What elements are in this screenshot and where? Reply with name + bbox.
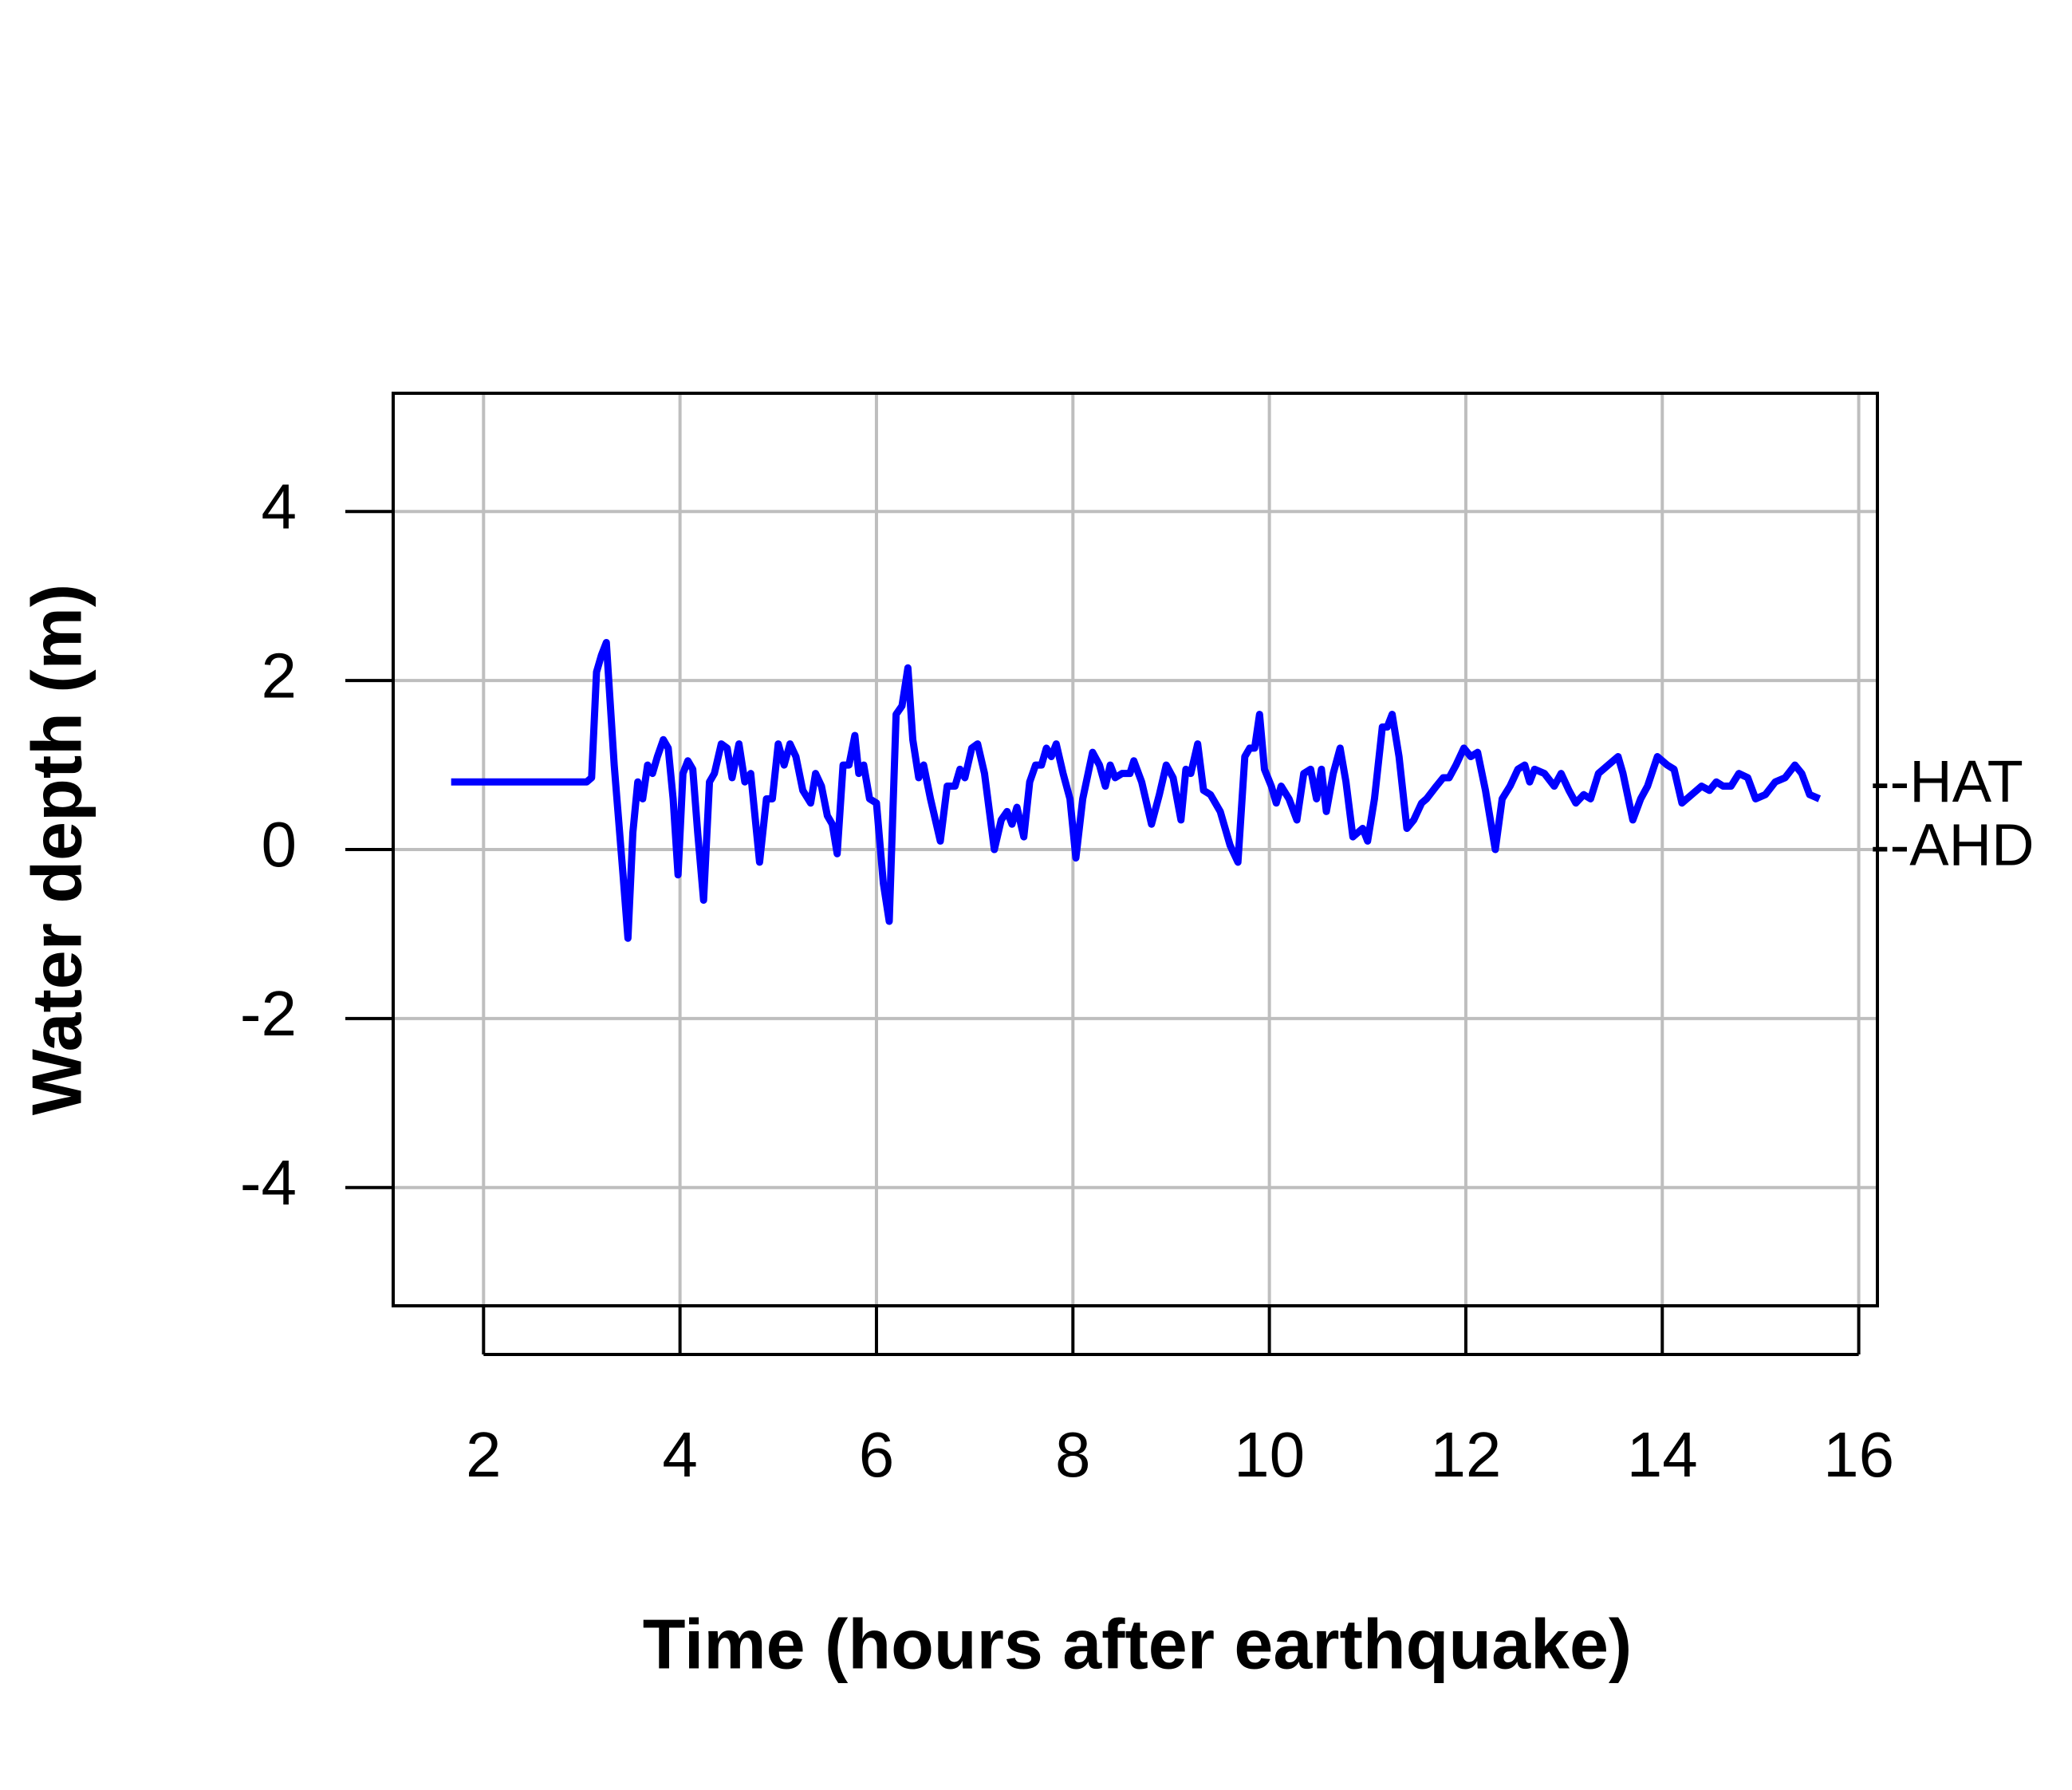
y-tick-label: 4	[262, 471, 297, 542]
x-tick-label: 8	[1055, 1419, 1091, 1490]
x-tick-label: 10	[1234, 1419, 1305, 1490]
data-line	[451, 638, 1822, 942]
annotation: --AHD	[1870, 812, 2035, 878]
y-tick-label: 0	[262, 809, 297, 880]
y-tick-label: 2	[262, 640, 297, 711]
plot-frame	[392, 392, 1879, 1307]
x-axis-title: Time (hours after earthquake)	[643, 1604, 1632, 1683]
x-tick-label: 6	[859, 1419, 895, 1490]
x-tick-label: 14	[1627, 1419, 1698, 1490]
x-tick-label: 16	[1823, 1419, 1894, 1490]
annotation: --HAT	[1870, 748, 2023, 814]
y-axis-title: Water depth (m)	[17, 584, 96, 1116]
y-tick-label: -4	[240, 1147, 297, 1218]
x-tick-label: 4	[662, 1419, 698, 1490]
x-tick-label: 12	[1430, 1419, 1501, 1490]
x-tick-label: 2	[466, 1419, 502, 1490]
y-tick-label: -2	[240, 978, 297, 1049]
